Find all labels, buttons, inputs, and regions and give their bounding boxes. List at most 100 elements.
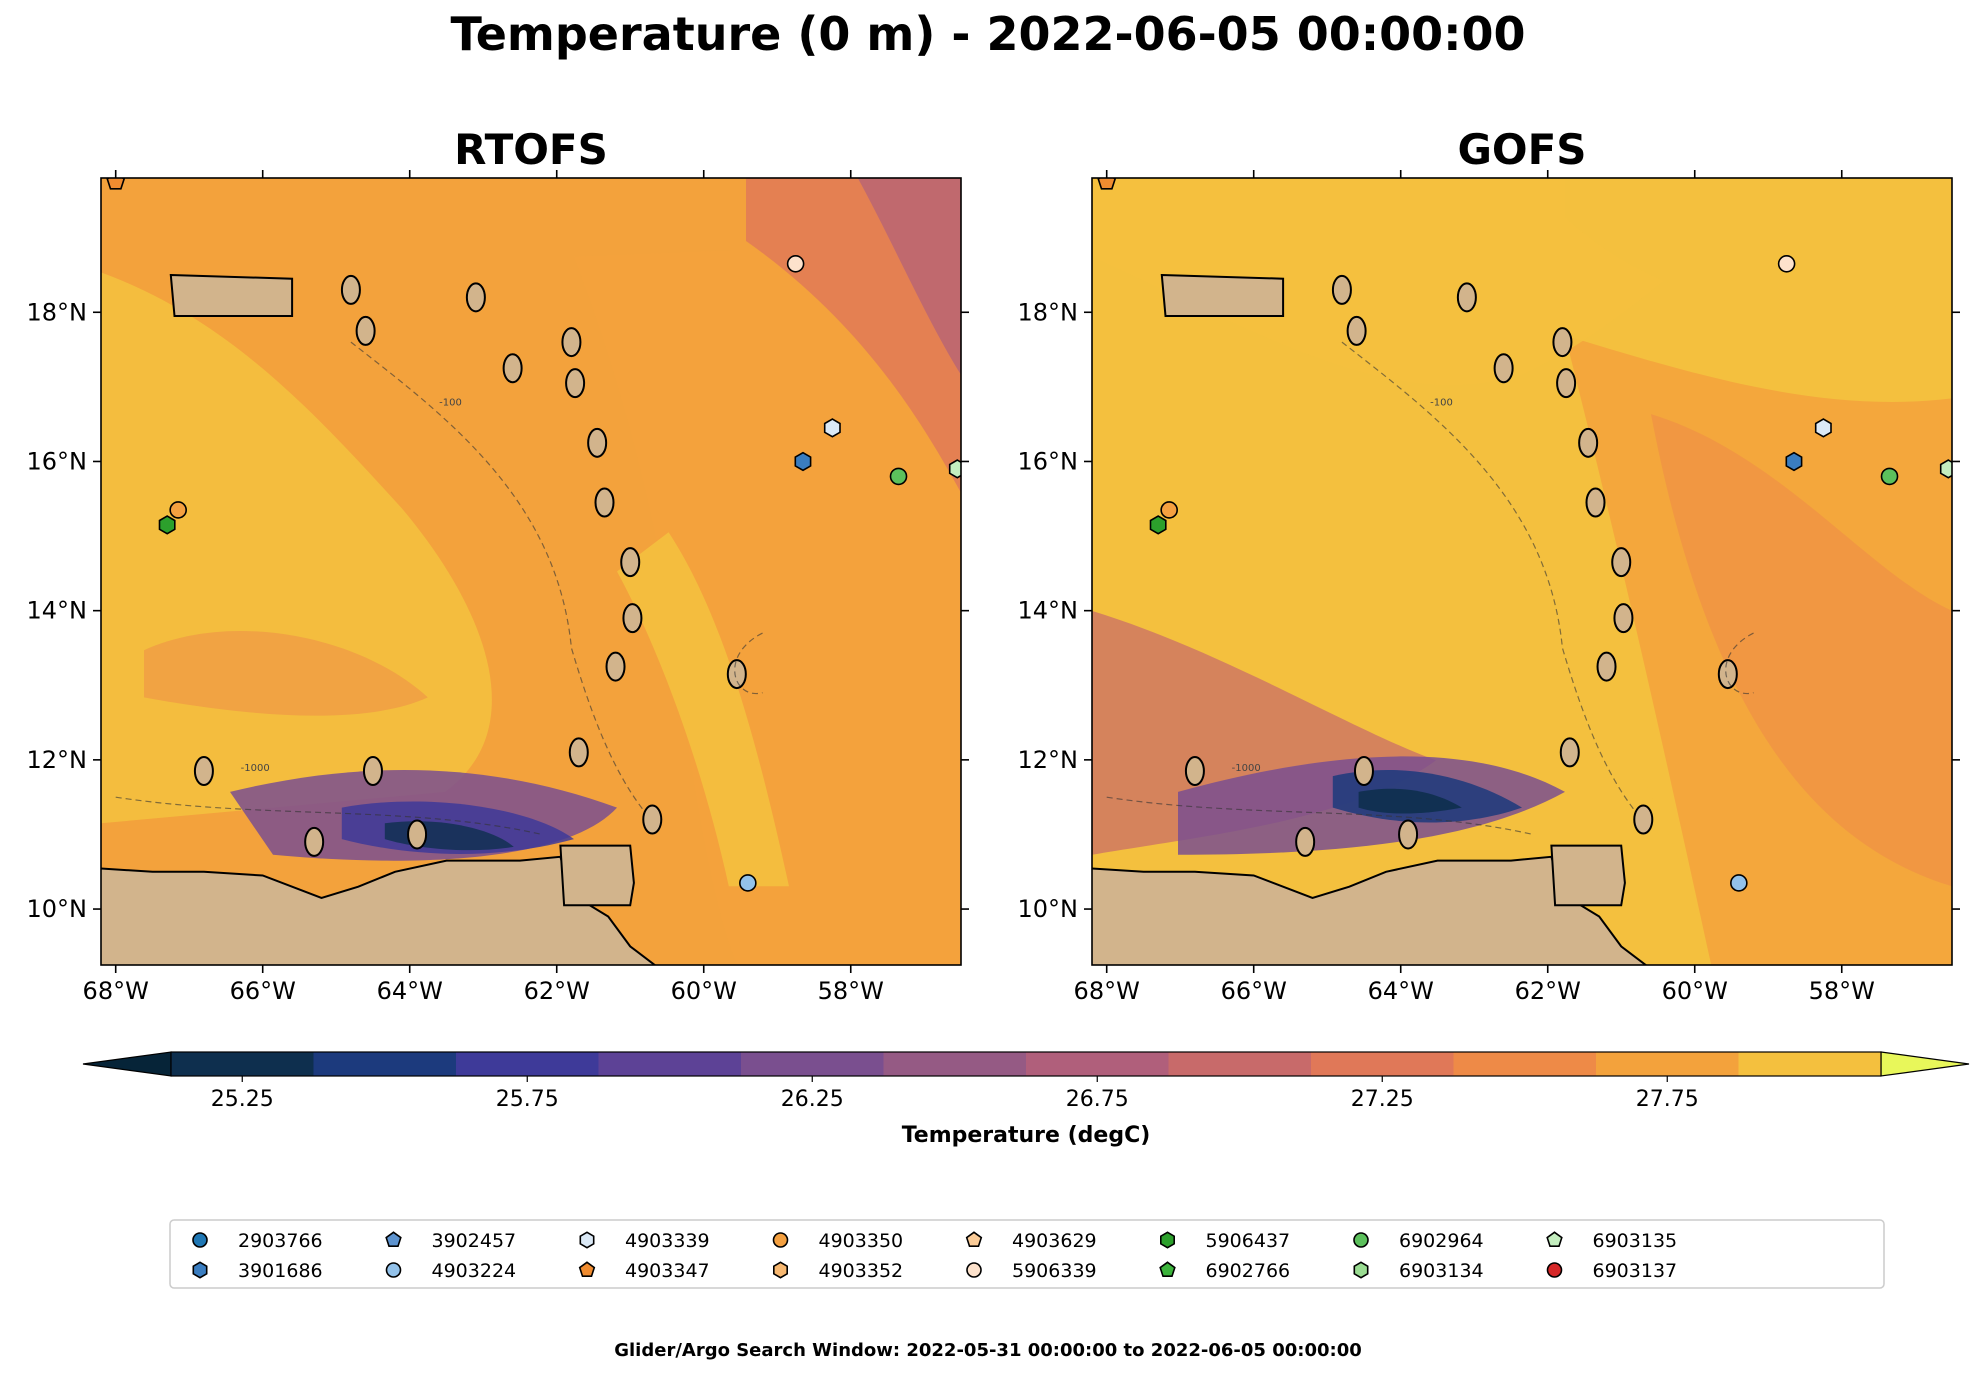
temperature-region [144,630,428,716]
trinidad-landmass [559,844,635,907]
island [1493,353,1514,384]
colorbar-segment [598,1052,742,1076]
argo-marker-6903134 [1939,459,1952,479]
bathymetry-contour [734,632,763,695]
island [587,427,608,458]
island [340,274,361,305]
y-tick-label: 18°N [27,298,88,326]
panel-title: RTOFS [454,125,608,174]
argo-marker-4903347 [1097,178,1117,190]
legend-box [169,1219,1885,1289]
x-tick-label: 58°W [818,977,884,1005]
legend-item-5906339: 5906339 [966,1260,1097,1282]
y-tick-label: 18°N [1018,298,1079,326]
colorbar-tick-label: 27.75 [1636,1087,1699,1112]
x-tick-label: 60°W [671,977,737,1005]
legend-marker [385,1262,402,1278]
legend-item-6902964: 6902964 [1353,1230,1484,1252]
map-panels: -1000 -100 RTOFS 68°W 66°W 64°W 62°W 60°W 58°W 10… [27,125,1960,1005]
legend-item-4903352: 4903352 [772,1260,904,1282]
y-tick-label: 12°N [27,746,88,774]
legend-item-4903629: 4903629 [965,1230,1097,1252]
legend-label: 4903350 [819,1230,904,1252]
argo-marker-4903224 [1730,874,1748,892]
island [568,737,589,768]
legend-marker [1546,1262,1563,1278]
y-tick-label: 12°N [1018,746,1079,774]
island [1346,315,1367,346]
legend-item-4903224: 4903224 [385,1260,516,1282]
island [1353,756,1374,787]
temperature-region [574,241,961,965]
colorbar-segment [741,1052,884,1076]
colorbar-segment [1311,1052,1454,1076]
colorbar-segment [313,1052,457,1076]
island [1552,327,1573,358]
island [1596,651,1617,682]
island [193,756,214,787]
legend-label: 6903134 [1399,1260,1484,1282]
island [1717,659,1738,690]
island [605,651,626,682]
x-tick-label: 66°W [230,977,296,1005]
temperature-field: -1000 -100 [1092,178,1952,965]
island [502,353,523,384]
colorbar-tick-label: 25.25 [211,1087,274,1112]
map-frame [1091,177,1953,966]
colorbar-over-arrow [1880,1051,1970,1077]
y-tick-label: 10°N [1018,895,1079,923]
island [726,659,747,690]
colorbar-segment [456,1052,599,1076]
island [1559,737,1580,768]
temperature-region [1620,744,1712,965]
panel-title: GOFS [1457,125,1586,174]
bathymetry-contour [1725,632,1754,695]
x-tick-label: 62°W [1515,977,1581,1005]
figure-title: Temperature (0 m) - 2022-06-05 00:00:00 [450,7,1525,61]
temperature-field: -1000 -100 [101,178,961,965]
legend-label: 4903352 [819,1260,904,1282]
island [1398,819,1419,850]
colorbar-tick-label: 27.25 [1351,1087,1414,1112]
legend-item-3901686: 3901686 [192,1260,323,1282]
argo-marker-5906339 [786,254,805,273]
colorbar-segment [1596,1052,1739,1076]
contour-label: -1000 [1232,763,1261,774]
legend-marker [1160,1231,1175,1249]
legend-item-4903339: 4903339 [579,1230,710,1252]
argo-marker-4903339 [1814,418,1832,438]
island [622,603,643,634]
map-frame [100,177,962,966]
legend: 2903766 3901686 3902457 4903224 4903339 49033… [169,1219,1885,1289]
legend-label: 6902766 [1206,1260,1291,1282]
y-tick-label: 16°N [1018,447,1079,475]
argo-marker-6903134 [948,459,961,479]
bathymetry-contour [115,796,543,836]
island [355,315,376,346]
temperature-region [857,178,961,375]
legend-label: 5906339 [1012,1260,1097,1282]
legend-marker [192,1261,208,1279]
legend-marker [965,1231,983,1247]
argo-marker-4903347 [106,178,126,190]
contour-label: -100 [1430,398,1453,409]
island [304,826,325,857]
colorbar-segment [1738,1052,1882,1076]
legend-item-6902766: 6902766 [1159,1260,1291,1282]
legend-label: 6903135 [1593,1230,1678,1252]
island [1633,804,1654,835]
y-tick-label: 14°N [27,597,88,625]
argo-marker-4903350 [1160,501,1178,519]
x-tick-label: 68°W [83,977,149,1005]
bathymetry-contour [1106,796,1534,836]
legend-marker [579,1231,595,1249]
contour-label: -1000 [241,763,270,774]
island [594,487,615,518]
colorbar-frame [170,1051,1882,1077]
argo-marker-6902964 [889,467,908,486]
argo-marker-4903224 [739,874,757,892]
map-panel-gofs: -1000 -100 GOFS 68°W 66°W 64°W 62°W 60°W 58°W 10°… [1018,125,1960,1005]
map-panel-rtofs: -1000 -100 RTOFS 68°W 66°W 64°W 62°W 60°W 58°W 10… [27,125,969,1005]
legend-item-2903766: 2903766 [192,1230,323,1252]
